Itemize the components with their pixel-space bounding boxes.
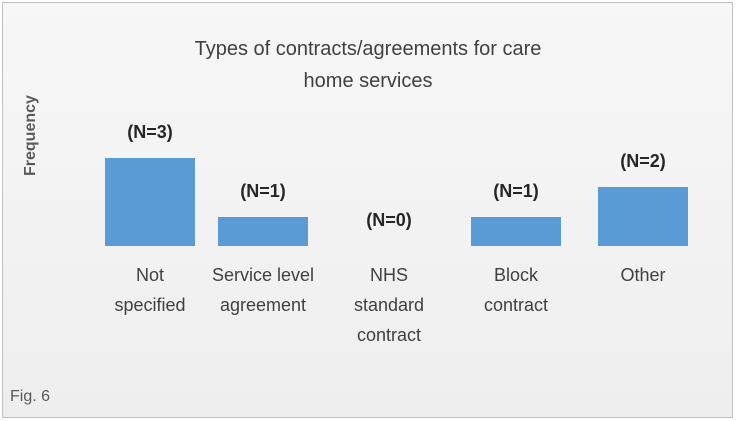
value-label: (N=2)	[620, 151, 666, 172]
value-label: (N=3)	[127, 122, 173, 142]
bar	[218, 216, 308, 246]
x-tick-label: Not specified	[114, 265, 186, 315]
x-tick-label: Other	[620, 265, 666, 285]
value-label: (N=1)	[240, 180, 286, 201]
bar	[598, 187, 688, 246]
value-label: (N=0)	[366, 210, 412, 230]
bar	[471, 216, 561, 246]
x-tick-label: NHS standard contract	[353, 265, 425, 345]
figure-label: Fig. 6	[10, 388, 51, 405]
y-axis-label: Frequency	[22, 95, 39, 176]
bar	[105, 158, 195, 246]
x-tick-label: Block contract	[483, 265, 549, 315]
x-tick-label: Service level agreement	[211, 265, 315, 315]
chart-title: Types of contracts/agreements for care h…	[194, 38, 542, 92]
value-label: (N=1)	[493, 180, 539, 201]
